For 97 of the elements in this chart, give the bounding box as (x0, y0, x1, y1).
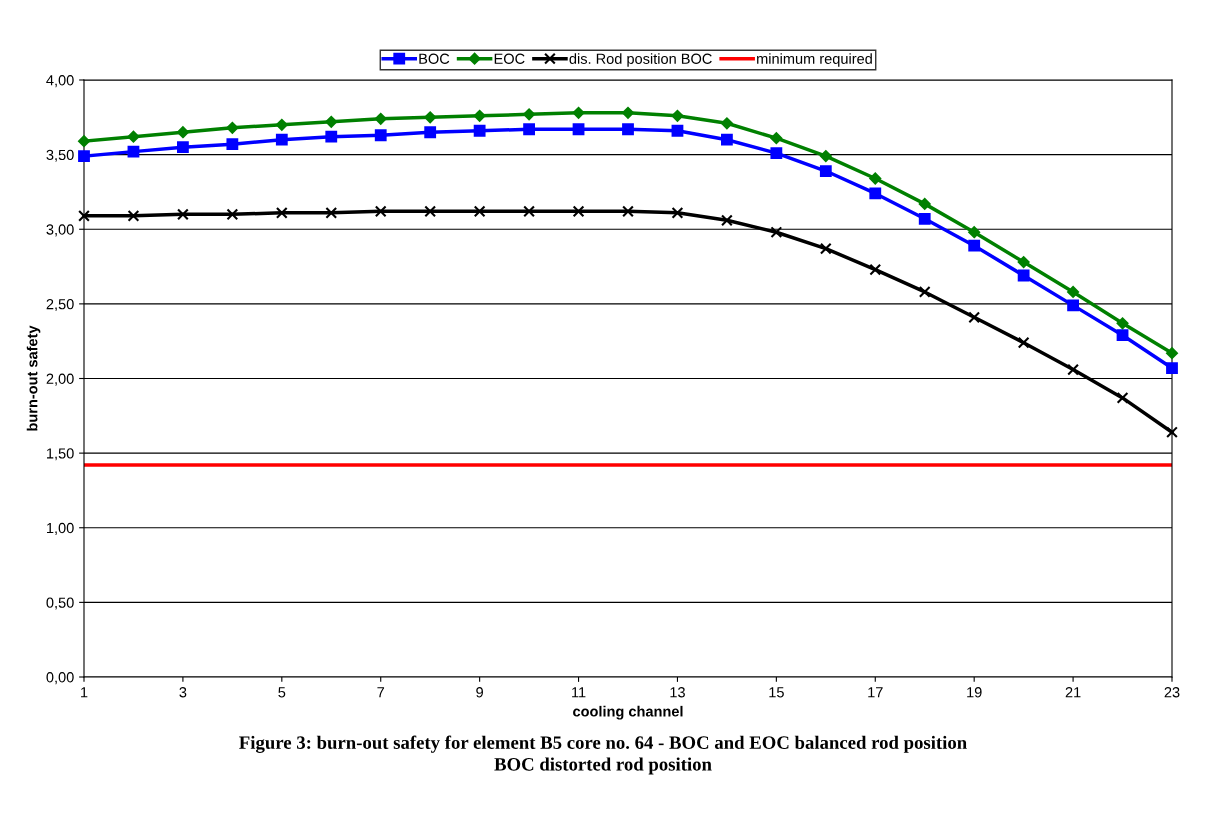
point (869, 187, 882, 200)
x-axis-title: cooling channel (573, 705, 683, 720)
x-tick-label: 17 (868, 687, 883, 698)
point (374, 112, 387, 125)
point (1017, 256, 1030, 269)
point (819, 242, 832, 255)
point (1067, 363, 1079, 376)
point (473, 109, 486, 122)
point (325, 115, 338, 128)
point (374, 205, 387, 218)
point (275, 206, 288, 219)
point (721, 214, 733, 227)
point (78, 209, 90, 222)
point (770, 132, 783, 145)
point (226, 208, 239, 221)
y-tick-label: 3,00 (46, 224, 74, 237)
y-tick-label: 4,00 (46, 75, 74, 88)
point (523, 108, 536, 121)
x-tick-label: 11 (572, 687, 586, 698)
point (1017, 269, 1030, 282)
point (622, 205, 634, 218)
point (127, 130, 140, 143)
point (671, 124, 684, 137)
point (177, 208, 189, 221)
x-tick-label: 5 (278, 687, 286, 698)
x-tick-label: 3 (179, 687, 187, 698)
point (721, 133, 733, 146)
point (177, 141, 189, 154)
point (1116, 329, 1129, 342)
point (424, 126, 437, 139)
point (325, 130, 338, 143)
point (572, 123, 585, 136)
x-tick-label: 7 (377, 687, 385, 698)
x-tick-label: 15 (769, 687, 784, 698)
point (473, 124, 486, 137)
point (918, 197, 931, 210)
point (819, 150, 832, 163)
point (869, 172, 882, 185)
point (819, 165, 832, 177)
point (968, 239, 981, 252)
point (127, 209, 140, 222)
point (78, 150, 90, 163)
y-tick-label: 1,50 (47, 448, 74, 461)
point (1166, 362, 1178, 374)
point (1166, 347, 1178, 360)
point (1116, 392, 1129, 404)
point (1017, 336, 1030, 349)
point (770, 226, 783, 239)
y-tick-label: 2,50 (46, 298, 74, 312)
point (226, 121, 239, 134)
x-tick-label: 21 (1065, 687, 1081, 698)
point (78, 135, 90, 148)
legend-label: dis. Rod position BOC (569, 53, 712, 67)
x-tick-label: 23 (1164, 687, 1180, 698)
point (572, 205, 585, 218)
point (869, 263, 882, 276)
x-tick-label: 9 (476, 687, 483, 698)
x-tick-label: 1 (81, 687, 88, 698)
point (473, 205, 486, 218)
point (918, 212, 931, 225)
point (1116, 317, 1129, 330)
point (424, 111, 437, 124)
point (523, 123, 535, 136)
y-tick-label: 0,50 (46, 597, 74, 610)
point (1166, 426, 1178, 439)
legend-label: minimum required (757, 53, 872, 67)
y-tick-label: 3,50 (46, 149, 74, 162)
point (918, 286, 931, 298)
point (720, 117, 733, 130)
point (671, 109, 684, 122)
point (374, 129, 387, 142)
y-tick-label: 2,00 (46, 373, 74, 386)
point (275, 133, 288, 146)
point (671, 206, 684, 219)
y-tick-label: 1,00 (47, 522, 74, 535)
point (622, 123, 634, 136)
point (127, 145, 140, 158)
point (968, 311, 981, 324)
legend-label: BOC (419, 53, 450, 64)
caption: Figure 3: burn-out safety for element B5 core no. 64 - BOC and EOC balanced rod position BOC distorted rod position (239, 735, 967, 775)
x-tick-label: 19 (967, 687, 982, 698)
point (424, 205, 437, 218)
y-tick-label: 0,00 (46, 672, 74, 685)
point (1067, 299, 1079, 312)
point (770, 147, 783, 160)
point (622, 106, 634, 119)
point (176, 126, 189, 139)
y-axis-title: burn-out safety (26, 325, 41, 431)
point (1067, 285, 1080, 298)
point (523, 205, 535, 218)
point (968, 226, 981, 239)
x-tick-label: 13 (670, 687, 685, 698)
legend-label: EOC (494, 53, 525, 64)
point (226, 138, 239, 151)
point (572, 106, 585, 119)
point (275, 118, 288, 131)
point (325, 206, 338, 219)
